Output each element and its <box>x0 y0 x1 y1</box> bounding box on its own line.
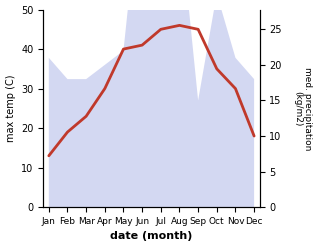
Y-axis label: med. precipitation
(kg/m2): med. precipitation (kg/m2) <box>293 67 313 150</box>
Y-axis label: max temp (C): max temp (C) <box>5 75 16 142</box>
X-axis label: date (month): date (month) <box>110 231 193 242</box>
